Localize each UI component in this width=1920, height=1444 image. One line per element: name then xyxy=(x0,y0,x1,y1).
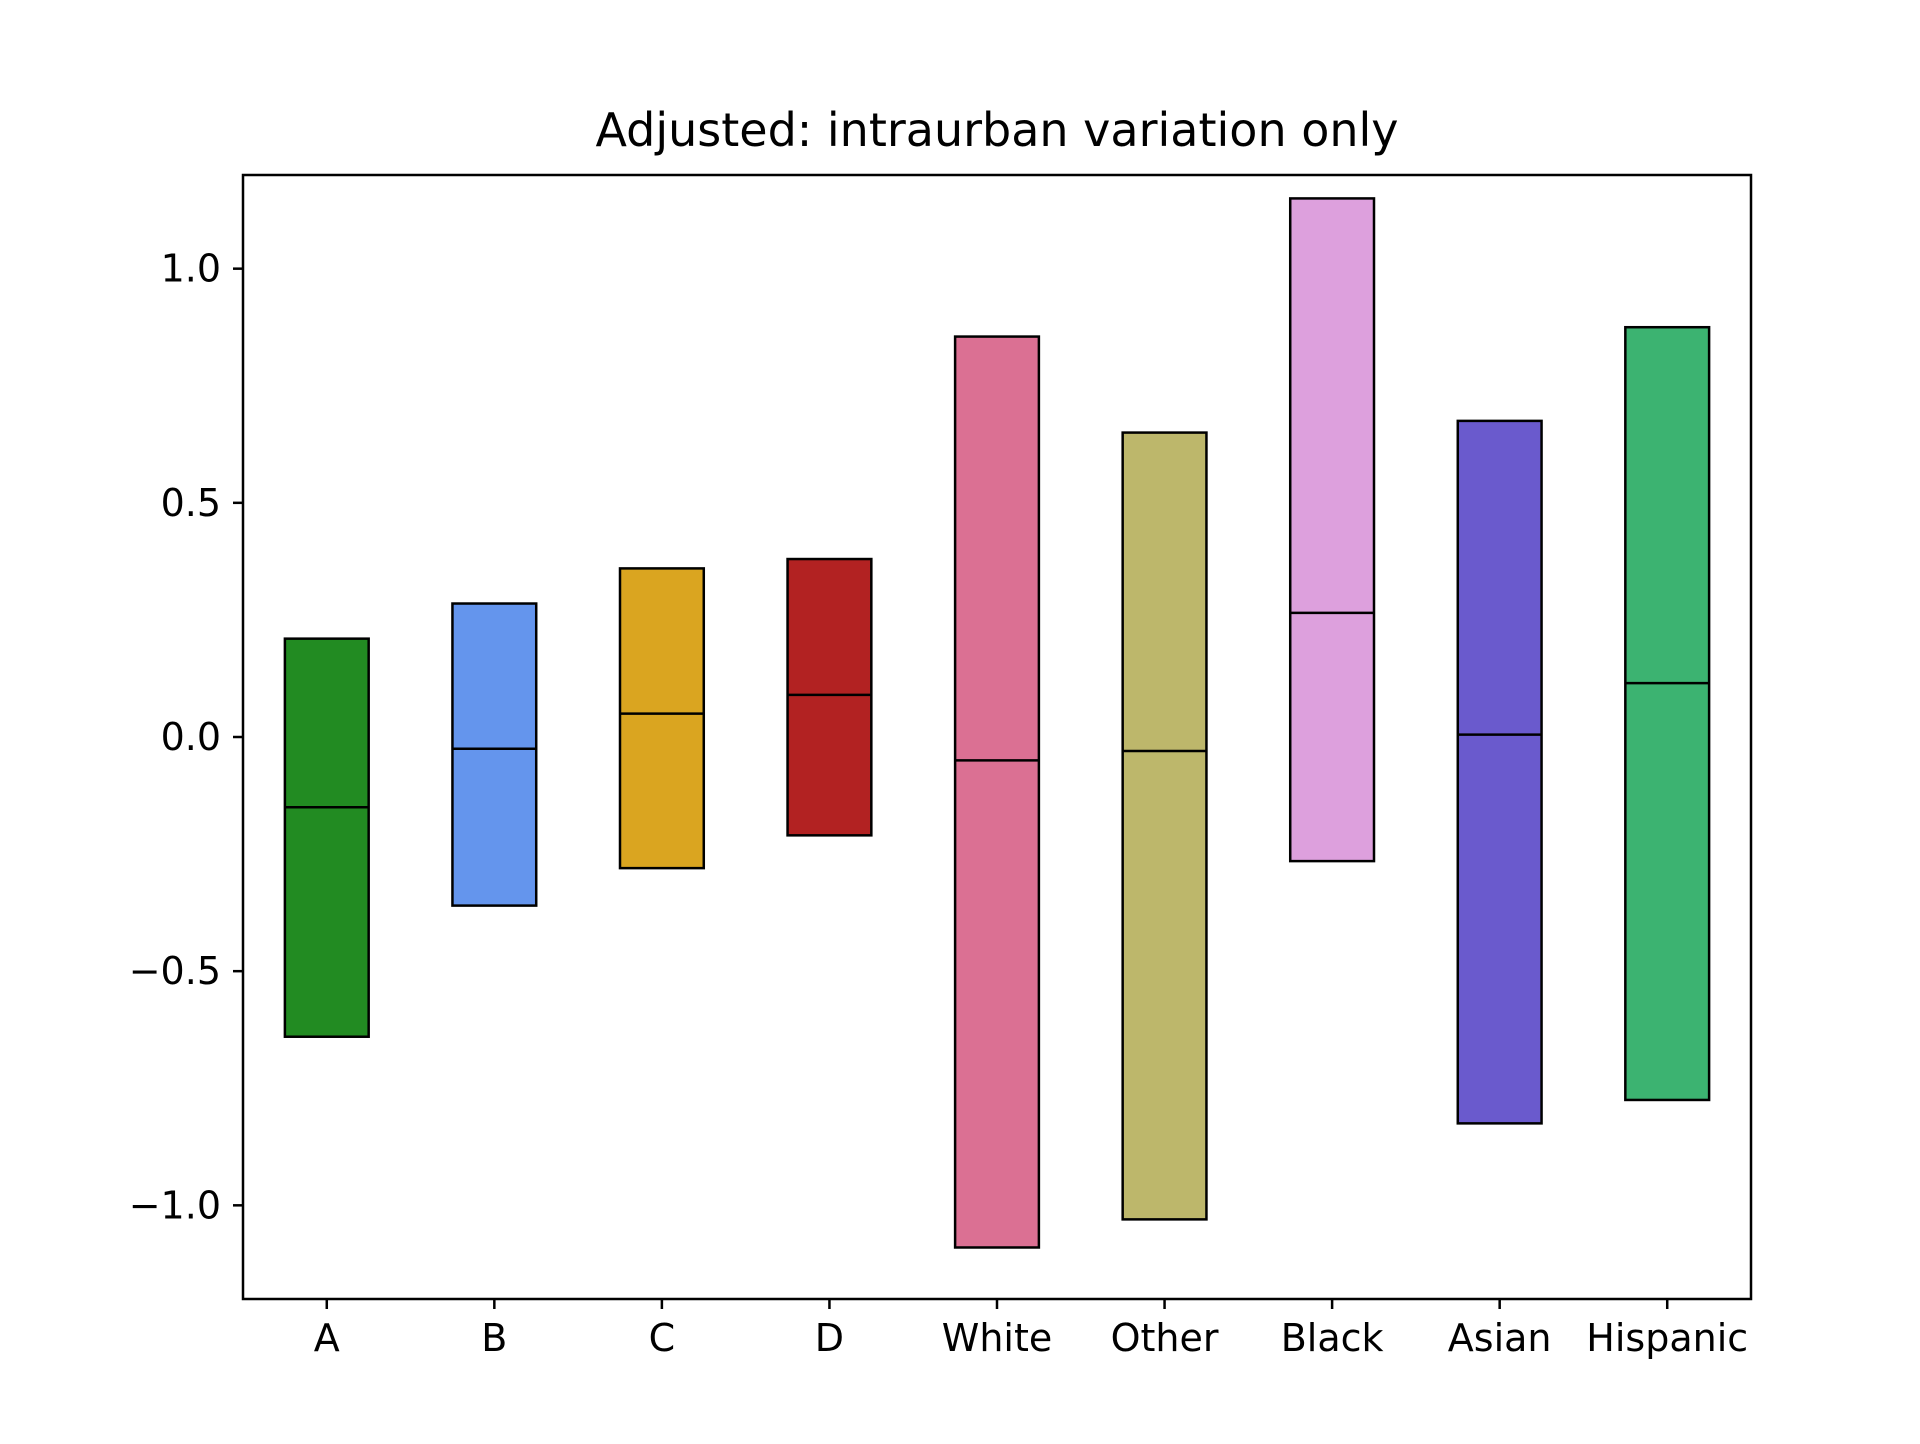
x-tick-label: A xyxy=(314,1316,340,1360)
y-tick-label: 1.0 xyxy=(161,247,221,291)
x-tick-label: Other xyxy=(1111,1316,1219,1360)
y-tick-label: −0.5 xyxy=(129,949,221,993)
axes-layer: A B C D White Other Black Asian Hispanic 1.0 0.5 0.… xyxy=(129,247,1748,1360)
range-bar-a xyxy=(283,637,370,1038)
x-tick-label: Asian xyxy=(1448,1316,1552,1360)
range-bar-d xyxy=(786,557,873,837)
range-bar-asian xyxy=(1456,419,1543,1125)
x-tick-label: C xyxy=(649,1316,676,1360)
x-tick-label: Black xyxy=(1281,1316,1384,1360)
x-tick-label: B xyxy=(481,1316,507,1360)
chart-title: Adjusted: intraurban variation only xyxy=(595,103,1398,157)
y-tick-label: 0.5 xyxy=(161,481,221,525)
range-bar-hispanic xyxy=(1624,325,1711,1102)
range-bar-other xyxy=(1121,431,1208,1221)
range-bar-c xyxy=(618,567,706,870)
range-bar-b xyxy=(451,602,538,907)
x-tick-label: White xyxy=(942,1316,1053,1360)
x-tick-label: D xyxy=(815,1316,844,1360)
x-tick-label: Hispanic xyxy=(1586,1316,1748,1360)
y-tick-label: 0.0 xyxy=(161,715,221,759)
range-bar-black xyxy=(1288,197,1376,863)
plot-frame xyxy=(241,173,1753,1301)
bars-layer xyxy=(283,197,1711,1249)
y-tick-label: −1.0 xyxy=(129,1183,221,1227)
range-bar-white xyxy=(953,335,1041,1249)
